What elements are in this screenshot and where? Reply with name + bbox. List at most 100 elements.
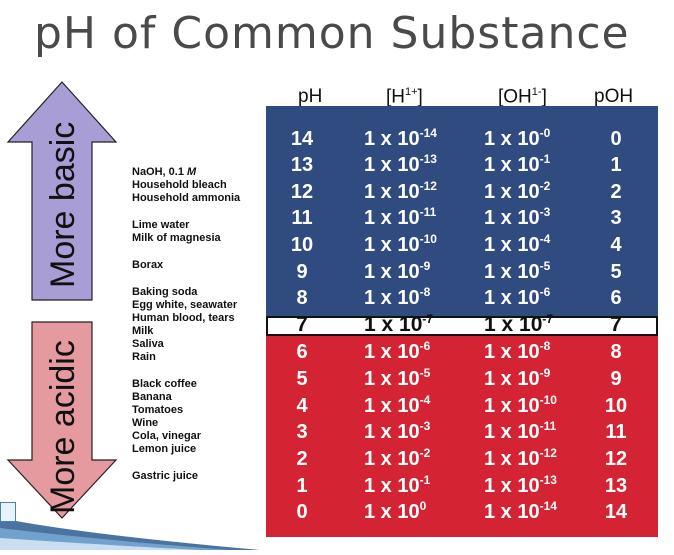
table-row: 10 1 x 10-10 1 x 10-4 4 (266, 232, 658, 261)
oh-concentration-value: 1 x 10-0 (484, 126, 551, 150)
h-concentration-value: 1 x 10-1 (364, 473, 431, 497)
table-row: 6 1 x 10-6 1 x 10-8 8 (266, 339, 658, 368)
h-concentration-value: 1 x 10-7 (364, 312, 434, 336)
poh-value: 14 (604, 501, 628, 523)
h-concentration-value: 1 x 10-11 (364, 205, 437, 229)
h-concentration-value: 1 x 10-5 (364, 366, 431, 390)
oh-concentration-value: 1 x 10-9 (484, 366, 551, 390)
oh-concentration-value: 1 x 10-5 (484, 259, 551, 283)
ph-value: 5 (296, 368, 308, 390)
basic-panel (266, 106, 658, 316)
substance-item: Human blood, tears (132, 312, 235, 324)
substance-item: Baking soda (132, 286, 198, 298)
header-ph: pH (298, 86, 323, 107)
acidic-panel (266, 336, 658, 537)
more-basic-arrow (4, 80, 120, 302)
substance-item: Household ammonia (132, 192, 241, 204)
substance-item: Tomatoes (132, 404, 184, 416)
oh-concentration-value: 1 x 10-4 (484, 232, 551, 256)
h-concentration-value: 1 x 10-14 (364, 126, 437, 150)
oh-concentration-value: 1 x 10-2 (484, 179, 551, 203)
table-row: 3 1 x 10-3 1 x 10-11 11 (266, 419, 658, 448)
poh-value: 2 (610, 181, 622, 203)
poh-value: 9 (610, 368, 622, 390)
h-concentration-value: 1 x 10-9 (364, 259, 431, 283)
table-row: 0 1 x 100 1 x 10-14 14 (266, 499, 658, 528)
substance-item: Cola, vinegar (132, 430, 202, 442)
h-concentration-value: 1 x 10-13 (364, 152, 437, 176)
ph-value: 4 (296, 395, 308, 417)
poh-value: 11 (605, 421, 627, 443)
substance-item: Borax (132, 259, 164, 271)
decorative-corner (0, 498, 674, 550)
substance-item: Egg white, seawater (132, 299, 238, 311)
substance-item: Saliva (132, 338, 164, 350)
h-concentration-value: 1 x 10-4 (364, 393, 431, 417)
poh-value: 3 (610, 207, 622, 229)
h-concentration-value: 1 x 10-8 (364, 285, 431, 309)
slide-nav-button[interactable] (0, 502, 16, 522)
ph-value: 14 (290, 128, 314, 150)
h-concentration-value: 1 x 10-12 (364, 179, 437, 203)
h-concentration-value: 1 x 10-6 (364, 339, 431, 363)
table-row: 1 1 x 10-1 1 x 10-13 13 (266, 473, 658, 502)
ph-value: 1 (296, 475, 308, 497)
ph-value: 13 (290, 154, 314, 176)
more-basic-label: More basic (44, 121, 82, 288)
substance-item: Wine (132, 417, 159, 429)
oh-concentration-value: 1 x 10-1 (484, 152, 551, 176)
oh-concentration-value: 1 x 10-11 (484, 419, 557, 443)
oh-concentration-value: 1 x 10-10 (484, 393, 557, 417)
poh-value: 1 (610, 154, 622, 176)
poh-value: 13 (604, 475, 628, 497)
poh-value: 6 (610, 287, 622, 309)
table-row: 8 1 x 10-8 1 x 10-6 6 (266, 285, 658, 314)
substance-item: Lemon juice (132, 443, 197, 455)
header-h-concentration: [H1+] (386, 86, 423, 108)
poh-value: 7 (610, 313, 622, 336)
ph-value: 7 (296, 313, 308, 336)
h-concentration-value: 1 x 10-2 (364, 446, 431, 470)
substance-item: Gastric juice (132, 470, 199, 482)
ph-value: 3 (296, 421, 308, 443)
neutral-panel (266, 316, 658, 336)
table-row: 2 1 x 10-2 1 x 10-12 12 (266, 446, 658, 475)
more-acidic-arrow (4, 320, 120, 520)
table-row: 4 1 x 10-4 1 x 10-10 10 (266, 393, 658, 422)
ph-value: 6 (296, 341, 308, 363)
substance-item: Milk (132, 325, 154, 337)
table-row: 9 1 x 10-9 1 x 10-5 5 (266, 259, 658, 288)
table-row: 7 1 x 10-7 1 x 10-7 7 (266, 313, 658, 340)
more-acidic-label: More acidic (44, 340, 82, 514)
h-concentration-value: 1 x 10-3 (364, 419, 431, 443)
substance-item: NaOH, 0.1 M (132, 166, 197, 178)
ph-value: 0 (296, 501, 308, 523)
ph-value: 8 (296, 287, 308, 309)
oh-concentration-value: 1 x 10-6 (484, 285, 551, 309)
page-title: pH of Common Substance (34, 8, 630, 59)
header-poh: pOH (594, 86, 634, 107)
poh-value: 8 (610, 341, 622, 363)
h-concentration-value: 1 x 10-10 (364, 232, 437, 256)
ph-value: 10 (290, 234, 314, 256)
poh-value: 5 (610, 261, 622, 283)
poh-value: 10 (604, 395, 628, 417)
ph-value: 11 (291, 207, 313, 229)
table-row: 13 1 x 10-13 1 x 10-1 1 (266, 152, 658, 181)
table-row: 5 1 x 10-5 1 x 10-9 9 (266, 366, 658, 395)
table-row: 14 1 x 10-14 1 x 10-0 0 (266, 126, 658, 155)
header-oh-concentration: [OH1-] (498, 86, 547, 108)
oh-concentration-value: 1 x 10-3 (484, 205, 551, 229)
poh-value: 4 (610, 234, 622, 256)
ph-value: 9 (296, 261, 308, 283)
substance-item: Lime water (132, 219, 190, 231)
substance-item: Rain (132, 351, 156, 363)
oh-concentration-value: 1 x 10-14 (484, 499, 557, 523)
poh-value: 0 (610, 128, 622, 150)
oh-concentration-value: 1 x 10-7 (484, 312, 554, 336)
oh-concentration-value: 1 x 10-8 (484, 339, 551, 363)
substance-item: Household bleach (132, 179, 227, 191)
poh-value: 12 (604, 448, 628, 470)
table-row: 11 1 x 10-11 1 x 10-3 3 (266, 205, 658, 234)
oh-concentration-value: 1 x 10-12 (484, 446, 557, 470)
